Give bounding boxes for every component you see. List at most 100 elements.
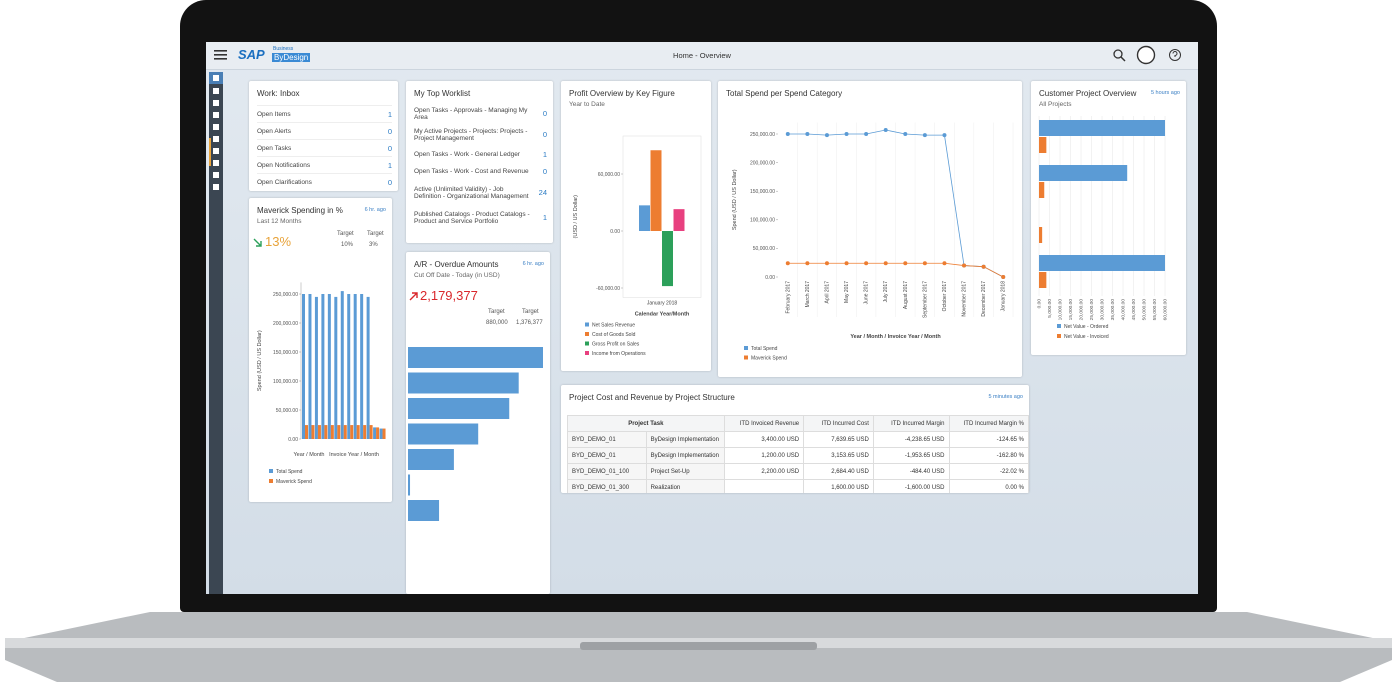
y-tick-label: 250,000.00 xyxy=(750,132,775,138)
help-button[interactable] xyxy=(1168,48,1182,62)
inbox-row[interactable]: Open Items 1 xyxy=(257,105,392,123)
bar xyxy=(1039,255,1165,271)
y-tick-label: 100,000.00 xyxy=(750,218,775,224)
x-axis-label: Year / Month / Invoice Year / Month xyxy=(850,334,941,340)
y-tick-label: 60,000.00 xyxy=(598,172,620,178)
point xyxy=(903,132,908,136)
chart: -60,000.00 0.00 60,000.00 (USD / US Dollar)… xyxy=(573,135,702,357)
table-cell xyxy=(723,479,805,493)
spend-tile[interactable]: Total Spend per Spend Category 0.00 50,00… xyxy=(718,81,1022,377)
bar xyxy=(356,425,360,439)
point xyxy=(864,261,869,266)
x-tick-label: 20,000.00 xyxy=(1079,299,1085,321)
point xyxy=(1001,275,1006,279)
row-label: Open Tasks - Approvals - Managing My Are… xyxy=(414,106,528,121)
chart: 0.00 50,000.00 100,000.00 150,000.00 200,000… xyxy=(257,282,386,485)
point xyxy=(962,263,967,268)
bar xyxy=(363,425,367,439)
bar xyxy=(1039,137,1047,153)
legend-swatch xyxy=(744,346,748,350)
tile-title: My Top Worklist xyxy=(414,89,471,98)
worklist-row[interactable]: My Active Projects - Projects: Projects … xyxy=(414,124,547,145)
y-tick-label: 150,000.00 xyxy=(273,350,298,356)
y-tick-label: 100,000.00 xyxy=(273,379,298,385)
point xyxy=(942,133,947,138)
x-tick-label: 10,000.00 xyxy=(1058,299,1064,321)
x-tick-label: 50,000.00 xyxy=(1142,299,1148,321)
x-axis-label: Year / Month xyxy=(294,452,325,458)
worklist-row[interactable]: Active (Unlimited Validity) - Job Defini… xyxy=(414,179,547,206)
worklist-row[interactable]: Open Tasks - Work - General Ledger 1 xyxy=(414,145,547,164)
base-notch xyxy=(580,642,817,650)
profit-tile[interactable]: Profit Overview by Key Figure Year to Da… xyxy=(561,81,711,371)
maverick-tile[interactable]: Maverick Spending in % 6 hr. ago Last 12… xyxy=(249,198,392,502)
updated: 6 hr. ago xyxy=(522,261,544,267)
row-count: 0 xyxy=(387,178,392,187)
target-label: Target xyxy=(522,309,539,315)
legend-swatch xyxy=(269,469,273,473)
table-row: BYD_DEMO_01 ByDesign Implementation 3,400.… xyxy=(567,431,1029,448)
worklist-row[interactable]: Open Tasks - Work - Cost and Revenue 0 xyxy=(414,164,547,179)
point xyxy=(785,261,790,266)
bar xyxy=(408,423,479,445)
table-cell: Realization xyxy=(645,479,725,493)
bar xyxy=(650,150,662,231)
legend-swatch xyxy=(1057,324,1061,328)
point xyxy=(883,127,888,132)
search-button[interactable] xyxy=(1112,48,1126,62)
worklist-row[interactable]: Published Catalogs - Product Catalogs - … xyxy=(414,206,547,229)
customer-tile[interactable]: Customer Project Overview 5 hours ago Al… xyxy=(1031,81,1186,355)
y-tick-label: 0.00 xyxy=(288,437,298,443)
bar xyxy=(379,428,383,439)
user-avatar[interactable] xyxy=(1136,45,1156,65)
kpi: 13% xyxy=(265,234,292,249)
column-header: ITD Incurred Margin xyxy=(872,415,950,432)
point xyxy=(981,264,986,269)
ar-tile[interactable]: A/R - Overdue Amounts 6 hr. ago Cut Off … xyxy=(406,252,550,594)
table-cell: -1,953.65 USD xyxy=(872,447,950,464)
legend-label: Cost of Goods Sold xyxy=(592,332,636,338)
bar xyxy=(353,294,357,439)
inbox-tile[interactable]: Work: Inbox Open Items 1 Open Alerts 0 Open … xyxy=(249,81,398,191)
target-label: Target xyxy=(367,231,384,237)
worklist-tile[interactable]: My Top Worklist Open Tasks - Approvals -… xyxy=(406,81,553,243)
bar xyxy=(324,425,328,439)
x-tick-label: 45,000.00 xyxy=(1131,299,1137,321)
bar xyxy=(408,398,510,419)
row-count: 0 xyxy=(542,109,547,118)
tile-title: Total Spend per Spend Category xyxy=(726,89,843,98)
tile-title: Project Cost and Revenue by Project Stru… xyxy=(569,393,735,402)
bar xyxy=(373,427,377,439)
target-value: 3% xyxy=(369,242,378,248)
inbox-row[interactable]: Open Tasks 0 xyxy=(257,139,392,157)
table-cell: Project Set-Up xyxy=(645,463,725,480)
table-cell: -4,238.65 USD xyxy=(872,431,950,448)
x-tick-label: June 2017 xyxy=(864,281,870,305)
x-axis-label: Calendar Year/Month xyxy=(635,312,690,318)
row-count: 0 xyxy=(387,127,392,136)
worklist-row[interactable]: Open Tasks - Approvals - Managing My Are… xyxy=(414,103,547,124)
nav-icons[interactable] xyxy=(213,75,219,190)
bar xyxy=(1039,227,1043,243)
point xyxy=(844,261,849,266)
x-tick-label: March 2017 xyxy=(805,281,811,308)
project-tile[interactable]: Project Cost and Revenue by Project Stru… xyxy=(561,385,1029,493)
inbox-row[interactable]: Open Notifications 1 xyxy=(257,156,392,174)
bar xyxy=(1039,272,1047,288)
inbox-row[interactable]: Open Alerts 0 xyxy=(257,122,392,140)
nav-marker xyxy=(209,138,211,166)
y-tick-label: 50,000.00 xyxy=(276,408,298,414)
tile-subtitle: All Projects xyxy=(1039,101,1072,108)
bar xyxy=(311,425,315,439)
target-value: 10% xyxy=(341,242,354,248)
x-tick-label: 25,000.00 xyxy=(1089,299,1095,321)
x-tick-label: July 2017 xyxy=(883,281,889,303)
bar xyxy=(1039,165,1128,181)
menu-button[interactable] xyxy=(214,49,228,61)
table-cell: 1,200.00 USD xyxy=(723,447,805,464)
inbox-row[interactable]: Open Clarifications 0 xyxy=(257,173,392,191)
column-header: ITD Incurred Cost xyxy=(803,415,874,432)
target-value: 880,000 xyxy=(486,320,508,326)
tile-subtitle: Last 12 Months xyxy=(257,218,302,225)
screen: SAP Business ByDesign Home - Overview Wo… xyxy=(206,42,1198,594)
